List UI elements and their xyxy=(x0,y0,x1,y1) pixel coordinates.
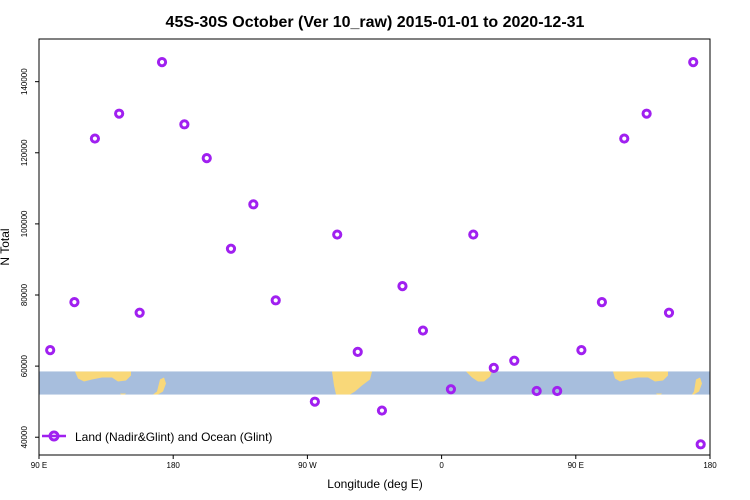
land-mass xyxy=(613,371,668,382)
data-point xyxy=(270,295,281,306)
x-tick-label: 180 xyxy=(167,461,181,470)
land-mass xyxy=(656,393,662,395)
y-tick-label: 80000 xyxy=(20,283,29,306)
x-tick-label: 90 E xyxy=(568,461,584,470)
legend-marker xyxy=(48,430,60,442)
data-point xyxy=(417,325,429,336)
data-point xyxy=(552,385,563,397)
y-axis-label: N Total xyxy=(0,228,12,265)
data-point xyxy=(531,385,542,397)
x-axis-label: Longitude (deg E) xyxy=(327,477,422,491)
data-point xyxy=(45,345,56,356)
data-point xyxy=(641,108,652,119)
data-point xyxy=(134,307,145,318)
data-point xyxy=(509,355,520,366)
x-tick-label: 90 E xyxy=(31,461,47,470)
data-point xyxy=(352,346,363,357)
legend-label: Land (Nadir&Glint) and Ocean (Glint) xyxy=(75,430,272,444)
land-mass xyxy=(466,371,492,382)
data-point xyxy=(663,307,675,318)
data-point xyxy=(248,199,259,210)
data-point xyxy=(201,153,212,164)
data-point xyxy=(225,243,237,254)
y-tick-label: 100000 xyxy=(20,210,29,237)
data-point xyxy=(488,362,499,373)
chart-title: 45S-30S October (Ver 10_raw) 2015-01-01 … xyxy=(166,14,585,31)
data-point xyxy=(69,297,80,308)
map-band xyxy=(39,371,710,395)
x-axis: 90 E 180 90 W 0 90 E 180 xyxy=(31,455,717,470)
data-point xyxy=(596,297,607,308)
data-point xyxy=(156,57,168,68)
land-mass xyxy=(153,377,166,395)
y-tick-label: 140000 xyxy=(20,68,29,95)
data-points xyxy=(45,57,706,450)
data-point xyxy=(619,133,630,144)
data-point xyxy=(179,119,190,130)
y-tick-label: 60000 xyxy=(20,354,29,377)
data-point xyxy=(309,396,320,407)
land-mass xyxy=(75,371,131,382)
data-point xyxy=(397,281,408,292)
data-point xyxy=(468,229,479,240)
plot-area xyxy=(38,38,711,456)
data-point xyxy=(89,133,101,144)
data-point xyxy=(114,108,125,119)
x-tick-label: 0 xyxy=(439,461,444,470)
land-mass xyxy=(120,393,126,395)
data-point xyxy=(576,345,587,356)
data-point xyxy=(688,57,699,68)
legend: Land (Nadir&Glint) and Ocean (Glint) xyxy=(42,430,272,444)
y-axis: 40000 60000 80000 100000 120000 140000 xyxy=(20,68,39,449)
data-point xyxy=(445,384,457,395)
data-point xyxy=(695,439,706,450)
land-mass xyxy=(692,377,702,395)
data-point xyxy=(332,229,343,240)
x-tick-label: 180 xyxy=(703,461,717,470)
y-tick-label: 120000 xyxy=(20,139,29,166)
ocean-band xyxy=(39,371,710,395)
data-point xyxy=(376,405,388,416)
x-tick-label: 90 W xyxy=(298,461,317,470)
land-mass xyxy=(332,371,372,395)
y-tick-label: 40000 xyxy=(20,426,29,449)
